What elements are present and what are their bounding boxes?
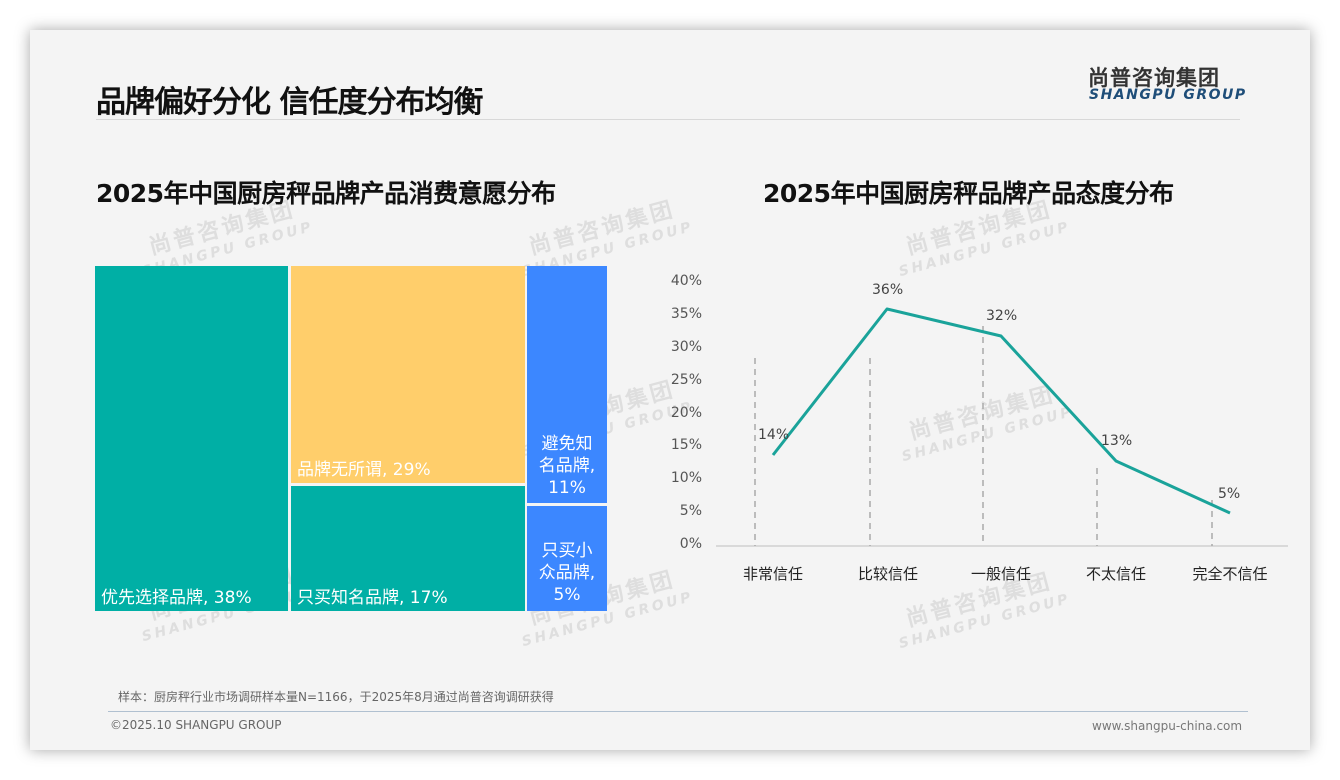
footer-divider	[108, 711, 1248, 712]
x-category-label: 不太信任	[1085, 565, 1146, 583]
page-title: 品牌偏好分化 信任度分布均衡	[96, 85, 483, 120]
treemap-chart: 优先选择品牌, 38% 品牌无所谓, 29% 只买知名品牌, 17% 避免知 名…	[95, 266, 608, 611]
logo-english: SHANGPU GROUP	[1089, 87, 1247, 103]
logo-chinese: 尚普咨询集团	[1088, 66, 1220, 90]
treemap-cell-label: 只买小 众品牌, 5%	[538, 541, 596, 605]
x-category-label: 完全不信任	[1192, 565, 1268, 583]
data-label: 36%	[872, 282, 904, 298]
y-tick: 20%	[670, 405, 702, 421]
copyright-text: ©2025.10 SHANGPU GROUP	[110, 718, 282, 732]
treemap-cell-brand-indifferent: 品牌无所谓, 29%	[291, 266, 525, 483]
y-tick: 35%	[670, 306, 702, 322]
trust-line-series	[771, 307, 1231, 515]
treemap-cell-prefer-brand: 优先选择品牌, 38%	[95, 266, 288, 611]
data-label: 5%	[1218, 486, 1241, 502]
treemap-cell-label: 品牌无所谓, 29%	[297, 460, 431, 480]
x-category-label: 比较信任	[857, 565, 918, 583]
treemap-cell-famous-only: 只买知名品牌, 17%	[291, 486, 525, 611]
x-category-label: 一般信任	[970, 565, 1031, 583]
data-label: 32%	[986, 308, 1018, 324]
y-tick: 5%	[679, 503, 702, 519]
y-tick: 0%	[679, 536, 702, 552]
treemap-cell-label: 优先选择品牌, 38%	[101, 588, 252, 608]
y-tick: 10%	[670, 470, 702, 486]
y-tick: 40%	[670, 273, 702, 289]
slide: 尚普咨询集团 SHANGPU GROUP 尚普咨询集团 SHANGPU GROUP …	[30, 30, 1310, 750]
y-tick: 15%	[670, 437, 702, 453]
treemap-title: 2025年中国厨房秤品牌产品消费意愿分布	[96, 179, 556, 208]
treemap-cell-label: 避免知 名品牌, 11%	[538, 434, 596, 498]
x-category-label: 非常信任	[742, 565, 803, 583]
line-chart-title: 2025年中国厨房秤品牌产品态度分布	[763, 179, 1174, 208]
data-label: 13%	[1101, 433, 1133, 449]
title-divider	[96, 119, 1240, 120]
data-label: 14%	[758, 427, 790, 443]
website-link[interactable]: www.shangpu-china.com	[1092, 719, 1243, 733]
line-chart-plot	[716, 307, 1288, 547]
y-tick: 25%	[670, 372, 702, 388]
sample-footnote: 样本：厨房秤行业市场调研样本量N=1166，于2025年8月通过尚普咨询调研获得	[118, 690, 554, 704]
treemap-cell-avoid-famous: 避免知 名品牌, 11%	[527, 266, 607, 503]
treemap-cell-niche-only: 只买小 众品牌, 5%	[527, 506, 607, 611]
y-tick: 30%	[670, 339, 702, 355]
treemap-cell-label: 只买知名品牌, 17%	[297, 588, 448, 608]
